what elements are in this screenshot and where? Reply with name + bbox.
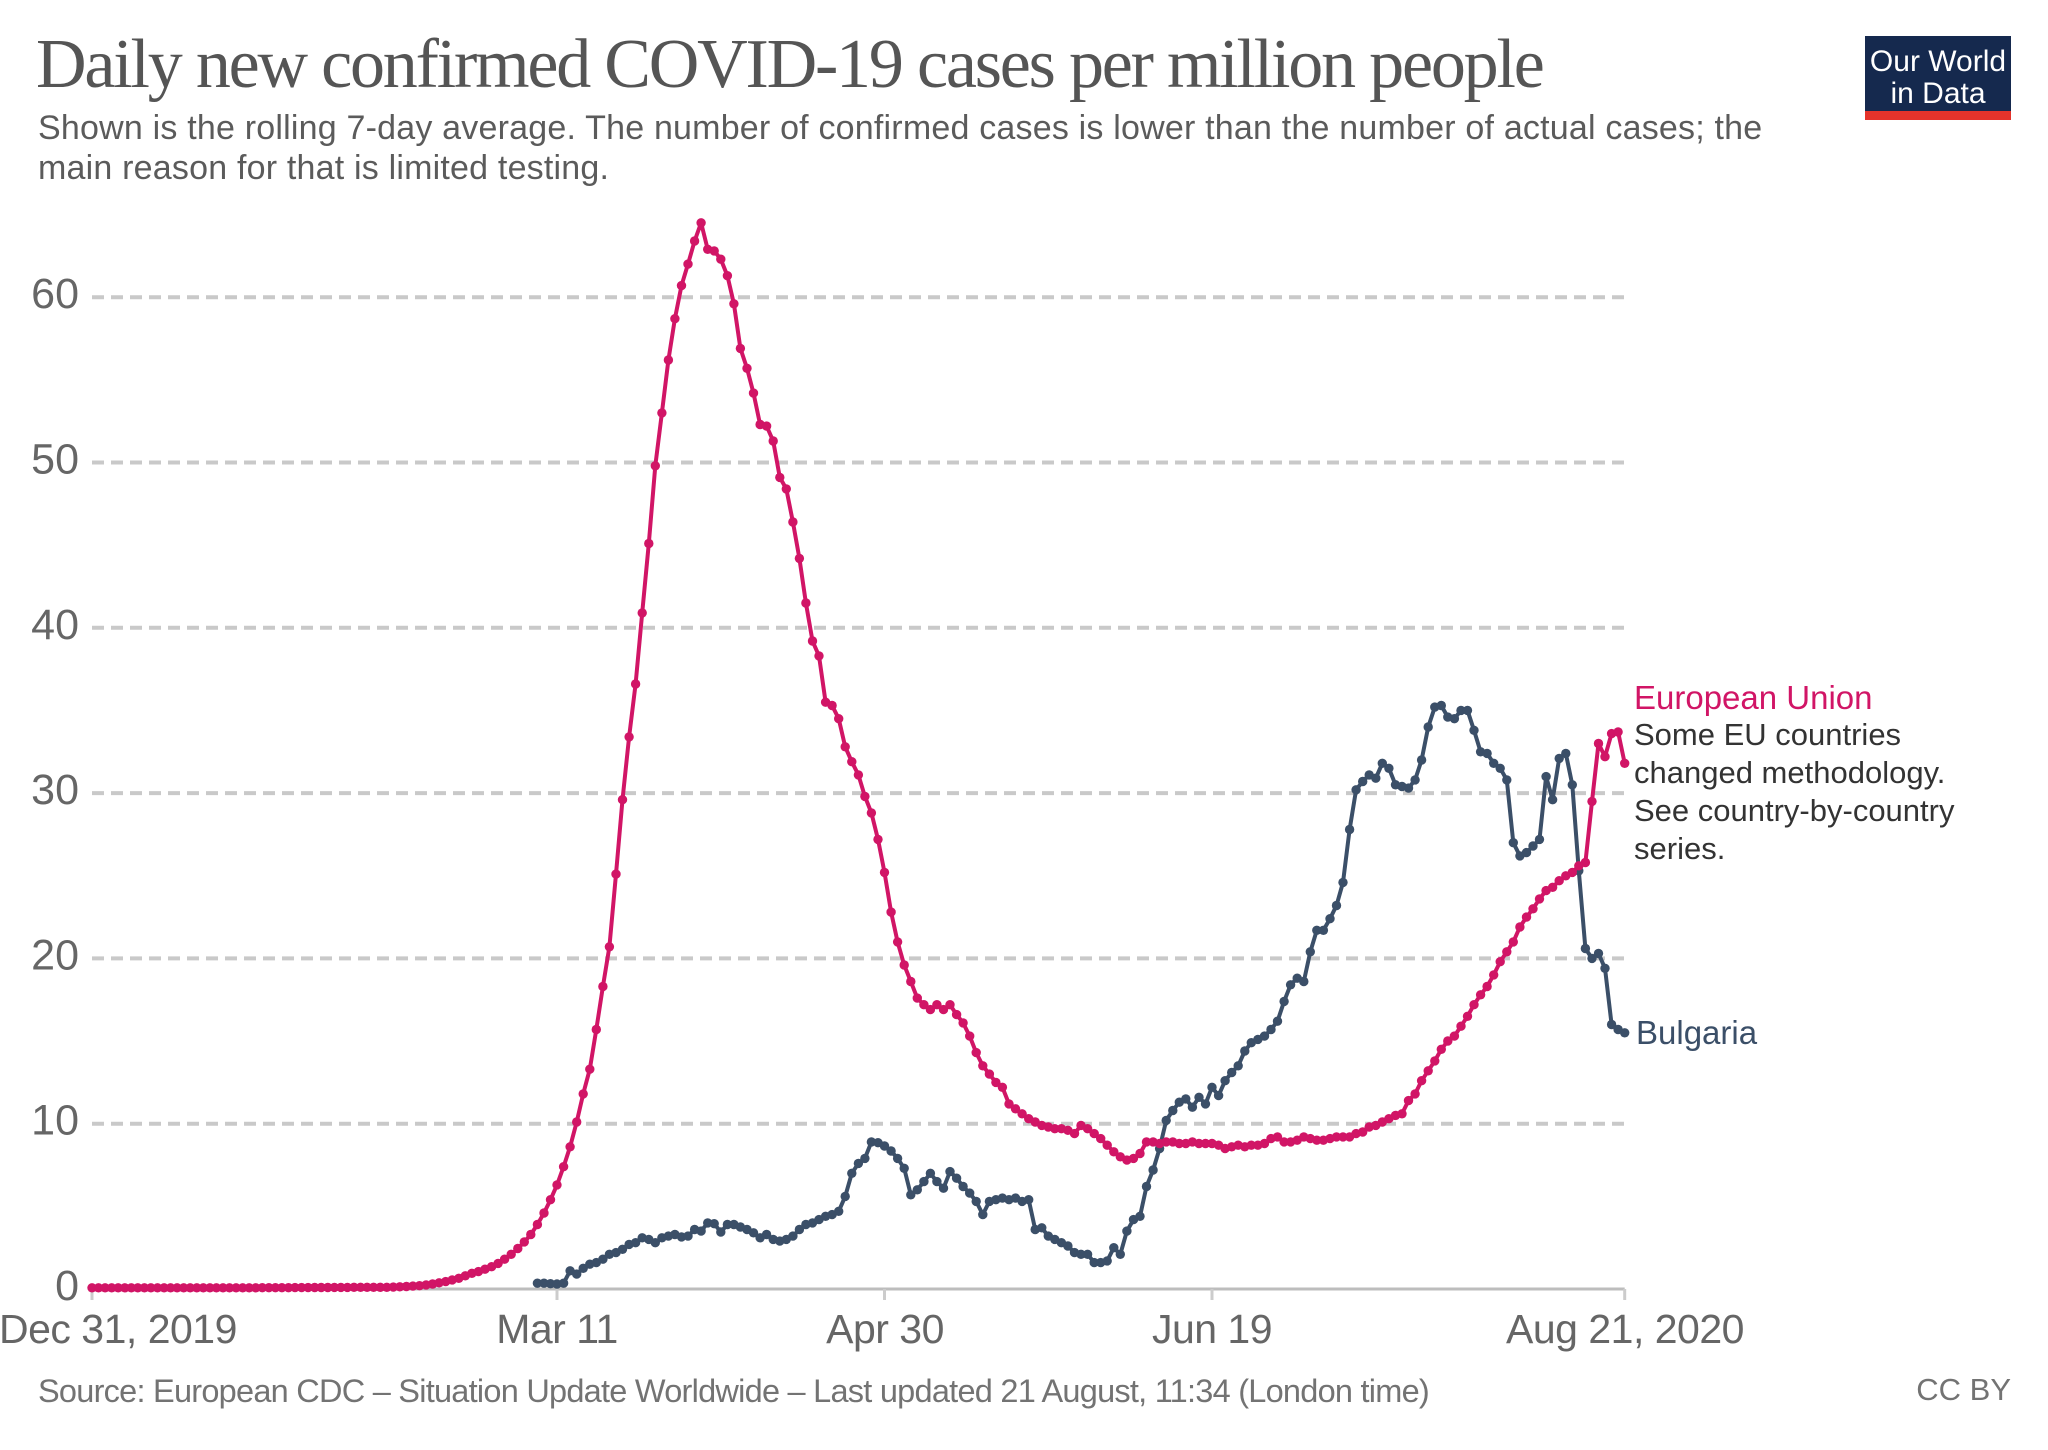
svg-text:Our World: Our World (1870, 45, 2006, 78)
svg-text:European Union: European Union (1634, 679, 1873, 716)
svg-text:0: 0 (55, 1262, 79, 1310)
svg-text:20: 20 (31, 931, 79, 979)
svg-text:Source: European CDC – Situati: Source: European CDC – Situation Update … (38, 1373, 1429, 1409)
svg-text:Daily new confirmed COVID-19 c: Daily new confirmed COVID-19 cases per m… (36, 26, 1543, 103)
svg-text:changed methodology.: changed methodology. (1634, 755, 1945, 790)
svg-text:10: 10 (31, 1097, 79, 1145)
svg-text:See country-by-country: See country-by-country (1634, 793, 1955, 828)
svg-text:Some EU countries: Some EU countries (1634, 717, 1901, 752)
svg-text:series.: series. (1634, 831, 1725, 866)
svg-text:40: 40 (31, 601, 79, 649)
svg-text:Mar 11: Mar 11 (496, 1306, 618, 1352)
svg-text:in Data: in Data (1890, 77, 1985, 110)
svg-text:Dec 31, 2019: Dec 31, 2019 (0, 1306, 237, 1352)
svg-text:Jun 19: Jun 19 (1152, 1306, 1272, 1352)
svg-text:Aug 21, 2020: Aug 21, 2020 (1506, 1306, 1744, 1352)
svg-text:Bulgaria: Bulgaria (1636, 1014, 1758, 1051)
svg-text:30: 30 (31, 766, 79, 814)
svg-text:50: 50 (31, 436, 79, 484)
svg-text:Shown is the rolling 7-day ave: Shown is the rolling 7-day average. The … (38, 109, 1762, 147)
svg-text:main reason for that is limite: main reason for that is limited testing. (38, 149, 609, 187)
svg-text:60: 60 (31, 270, 79, 318)
svg-text:CC BY: CC BY (1916, 1372, 2011, 1407)
svg-text:Apr 30: Apr 30 (826, 1306, 944, 1352)
